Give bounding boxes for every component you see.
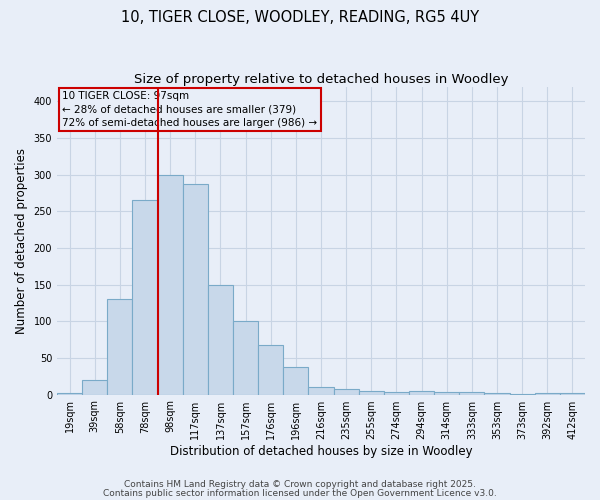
- Text: 10 TIGER CLOSE: 97sqm
← 28% of detached houses are smaller (379)
72% of semi-det: 10 TIGER CLOSE: 97sqm ← 28% of detached …: [62, 92, 317, 128]
- Bar: [459, 392, 484, 394]
- Bar: [434, 392, 459, 394]
- Text: Contains HM Land Registry data © Crown copyright and database right 2025.: Contains HM Land Registry data © Crown c…: [124, 480, 476, 489]
- Text: 10, TIGER CLOSE, WOODLEY, READING, RG5 4UY: 10, TIGER CLOSE, WOODLEY, READING, RG5 4…: [121, 10, 479, 25]
- Bar: [359, 391, 384, 394]
- Bar: [208, 284, 233, 395]
- X-axis label: Distribution of detached houses by size in Woodley: Distribution of detached houses by size …: [170, 444, 472, 458]
- Y-axis label: Number of detached properties: Number of detached properties: [15, 148, 28, 334]
- Bar: [158, 174, 183, 394]
- Bar: [57, 393, 82, 394]
- Bar: [82, 380, 107, 394]
- Text: Contains public sector information licensed under the Open Government Licence v3: Contains public sector information licen…: [103, 490, 497, 498]
- Bar: [535, 393, 560, 394]
- Title: Size of property relative to detached houses in Woodley: Size of property relative to detached ho…: [134, 72, 508, 86]
- Bar: [183, 184, 208, 394]
- Bar: [107, 300, 133, 394]
- Bar: [233, 322, 258, 394]
- Bar: [484, 393, 509, 394]
- Bar: [384, 392, 409, 394]
- Bar: [334, 390, 359, 394]
- Bar: [560, 393, 585, 394]
- Bar: [133, 200, 158, 394]
- Bar: [409, 391, 434, 394]
- Bar: [258, 344, 283, 395]
- Bar: [308, 386, 334, 394]
- Bar: [283, 368, 308, 394]
